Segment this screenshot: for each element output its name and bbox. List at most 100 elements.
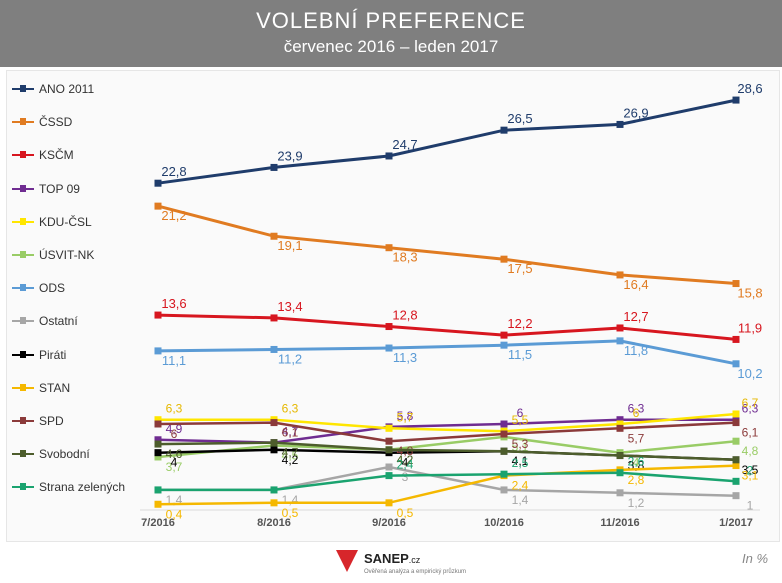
legend-item-ods: ODS: [12, 279, 65, 297]
data-point: [732, 360, 740, 368]
data-point: [385, 446, 393, 454]
legend-swatch-icon: [12, 251, 34, 258]
x-tick-label: 7/2016: [141, 517, 175, 529]
data-label: 2,4: [397, 458, 414, 472]
data-label: 0,5: [282, 506, 299, 520]
data-label: 11,1: [162, 353, 186, 368]
legend-item-ano-2011: ANO 2011: [12, 80, 94, 98]
data-point: [500, 255, 508, 263]
data-label: 11,2: [278, 351, 302, 366]
series-line: [157, 441, 737, 462]
data-label: 4: [633, 456, 640, 470]
data-label: 5,5: [512, 413, 529, 427]
data-label: 2,5: [512, 456, 529, 470]
data-point: [154, 436, 162, 444]
data-point: [154, 449, 162, 457]
data-label: 3: [402, 470, 409, 484]
data-label: 0,5: [397, 506, 414, 520]
data-label: 6,3: [628, 402, 645, 416]
data-point: [500, 447, 508, 455]
x-tick-label: 9/2016: [372, 517, 406, 529]
data-label: 21,2: [161, 208, 186, 223]
legend-swatch-icon: [12, 184, 34, 192]
data-point: [500, 486, 508, 494]
legend-swatch-icon: [12, 383, 34, 391]
data-label: 15,8: [737, 286, 762, 301]
data-label: 4,2: [397, 453, 414, 467]
data-label: 0,4: [166, 507, 183, 521]
data-label: 6,1: [282, 426, 299, 440]
legend-swatch-icon: [12, 483, 34, 491]
series-usvit-nk: 3,74,5 4,25,144,8: [154, 433, 759, 474]
legend-swatch-icon: [12, 85, 34, 92]
data-label: 5,7: [628, 431, 645, 445]
data-label: 4,5: [282, 449, 299, 463]
unit-label: In %: [741, 551, 768, 566]
legend-item-top-09: TOP 09: [12, 180, 80, 198]
data-label: 19,1: [277, 238, 302, 253]
data-point: [732, 492, 740, 500]
data-label: 12,8: [392, 308, 417, 323]
data-point: [270, 345, 278, 353]
sanep-logo: SANEP.cz Ověřená analýza a empirický prů…: [336, 548, 466, 580]
data-label: 4,8: [742, 444, 759, 458]
legend-label: KSČM: [39, 148, 74, 163]
data-label: 6,7: [742, 396, 759, 410]
legend-item-usvit-nk: ÚSVIT-NK: [12, 246, 94, 264]
legend-swatch-icon: [12, 350, 34, 358]
data-point: [616, 469, 624, 477]
chart-subtitle: červenec 2016 – leden 2017: [283, 37, 499, 56]
data-point: [732, 477, 740, 485]
data-point: [500, 331, 508, 339]
x-tick-label: 10/2016: [484, 517, 524, 529]
data-point: [385, 437, 393, 445]
data-label: 3,1: [742, 469, 759, 483]
data-label: 16,4: [623, 277, 648, 292]
data-label: 4,9: [166, 422, 183, 436]
data-point: [154, 202, 162, 210]
data-label: 12,7: [623, 309, 648, 324]
data-label: 22,8: [161, 164, 186, 179]
data-point: [732, 419, 740, 427]
data-point: [732, 410, 740, 418]
legend-item-spd: SPD: [12, 412, 64, 430]
series-kscm: 13,6 13,4 12,8 12,2 12,7 11,9: [154, 296, 762, 343]
series-ano-2011: 22,8 23,9 24,7 26,5 26,9 28,6: [154, 81, 763, 187]
legend-swatch-icon: [12, 217, 34, 225]
data-label: 13,4: [277, 299, 302, 314]
data-point: [500, 430, 508, 438]
chart-title: VOLEBNÍ PREFERENCE: [256, 8, 526, 33]
data-label: 26,9: [623, 105, 648, 120]
data-label: 5,7: [397, 410, 414, 424]
data-point: [270, 446, 278, 454]
legend-label: ČSSD: [39, 115, 73, 130]
series-line: [157, 464, 737, 506]
legend-label: ODS: [39, 281, 66, 296]
logo-triangle-icon: [336, 550, 358, 572]
data-point: [154, 311, 162, 319]
data-point: [732, 462, 740, 470]
data-point: [154, 416, 162, 424]
data-point: [732, 335, 740, 343]
data-label: 6,3: [166, 402, 183, 416]
data-label: 2,6: [628, 455, 645, 469]
legend-swatch-icon: [12, 118, 34, 126]
data-point: [270, 499, 278, 507]
series-cssd: 21,2 19,1 18,3 17,5 16,4 15,8: [154, 202, 763, 301]
series-line: [158, 465, 737, 497]
data-point: [270, 419, 278, 427]
legend-swatch-icon: [12, 450, 34, 458]
x-tick-label: 1/2017: [719, 517, 753, 529]
data-point: [385, 424, 393, 432]
data-label: 28,6: [737, 81, 762, 96]
data-point: [385, 463, 393, 471]
data-point: [154, 440, 162, 448]
data-label: 4: [171, 456, 178, 470]
data-point: [154, 453, 162, 461]
data-label: 2: [747, 463, 754, 477]
x-tick-label: 11/2016: [600, 517, 639, 529]
series-stan: 0,4 0,5 0,5 2,4 2,8 3,1: [154, 462, 759, 521]
data-label: 23,9: [277, 148, 302, 163]
legend-item-pirati: Piráti: [12, 346, 66, 364]
series-line: [158, 471, 737, 492]
